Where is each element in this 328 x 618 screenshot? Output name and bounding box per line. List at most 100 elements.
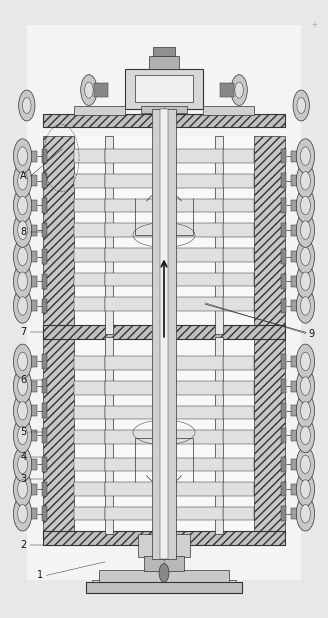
Circle shape: [13, 472, 32, 506]
Bar: [223, 273, 254, 286]
Bar: [74, 137, 254, 334]
Circle shape: [300, 221, 310, 239]
Circle shape: [300, 426, 310, 445]
Circle shape: [18, 455, 28, 473]
Circle shape: [18, 172, 28, 190]
Bar: [74, 406, 105, 420]
Bar: [42, 428, 48, 443]
Circle shape: [296, 418, 315, 452]
Circle shape: [13, 264, 32, 298]
Bar: [31, 224, 37, 235]
Bar: [94, 83, 109, 97]
Circle shape: [13, 418, 32, 452]
Circle shape: [300, 455, 310, 473]
Bar: [141, 106, 187, 113]
Text: 4: 4: [20, 452, 27, 462]
Bar: [74, 431, 105, 444]
Bar: [105, 273, 223, 286]
Bar: [42, 274, 48, 289]
Bar: [223, 357, 254, 370]
Bar: [42, 457, 48, 472]
Circle shape: [13, 344, 32, 379]
Bar: [43, 325, 285, 339]
Bar: [42, 481, 48, 496]
Circle shape: [13, 213, 32, 247]
Bar: [92, 580, 236, 593]
Bar: [280, 354, 286, 369]
Text: 8: 8: [20, 227, 27, 237]
Bar: [280, 149, 286, 164]
Bar: [144, 556, 184, 571]
Bar: [74, 248, 105, 261]
Bar: [74, 223, 105, 237]
Bar: [291, 300, 297, 311]
Bar: [31, 151, 37, 162]
Bar: [280, 173, 286, 188]
Circle shape: [296, 289, 315, 323]
Circle shape: [300, 352, 310, 371]
Circle shape: [296, 188, 315, 222]
Bar: [219, 83, 234, 97]
Circle shape: [18, 147, 28, 166]
Bar: [105, 457, 223, 471]
Bar: [291, 381, 297, 392]
Circle shape: [296, 394, 315, 428]
Circle shape: [18, 297, 28, 315]
Bar: [74, 507, 105, 520]
Bar: [74, 273, 105, 286]
Bar: [105, 431, 223, 444]
Bar: [223, 174, 254, 187]
Bar: [254, 337, 285, 534]
Bar: [105, 482, 223, 496]
Bar: [223, 406, 254, 420]
Bar: [291, 276, 297, 287]
Circle shape: [300, 297, 310, 315]
Bar: [149, 56, 179, 69]
Bar: [105, 406, 223, 420]
Circle shape: [296, 369, 315, 404]
Circle shape: [300, 196, 310, 214]
Bar: [291, 224, 297, 235]
Bar: [42, 198, 48, 213]
Circle shape: [300, 172, 310, 190]
Circle shape: [300, 402, 310, 420]
Bar: [223, 482, 254, 496]
Circle shape: [297, 98, 305, 114]
Bar: [223, 381, 254, 395]
Text: A: A: [20, 171, 27, 182]
Bar: [31, 251, 37, 262]
Circle shape: [18, 221, 28, 239]
Circle shape: [18, 480, 28, 498]
Circle shape: [23, 98, 31, 114]
Bar: [280, 249, 286, 264]
Text: 5: 5: [20, 427, 27, 438]
Circle shape: [300, 272, 310, 290]
Bar: [215, 137, 223, 334]
Bar: [291, 151, 297, 162]
Circle shape: [300, 504, 310, 523]
Text: 1: 1: [37, 570, 43, 580]
Bar: [215, 337, 223, 534]
Bar: [160, 109, 168, 559]
Circle shape: [300, 247, 310, 266]
Bar: [105, 150, 223, 163]
Bar: [152, 109, 176, 559]
Circle shape: [296, 344, 315, 379]
Bar: [31, 300, 37, 311]
Bar: [74, 381, 105, 395]
Bar: [280, 379, 286, 394]
Bar: [223, 150, 254, 163]
Bar: [31, 483, 37, 494]
Bar: [280, 404, 286, 418]
Bar: [280, 457, 286, 472]
Circle shape: [19, 90, 35, 121]
Bar: [74, 337, 254, 534]
Bar: [291, 508, 297, 519]
Circle shape: [296, 447, 315, 481]
Circle shape: [13, 164, 32, 198]
Bar: [291, 200, 297, 211]
Circle shape: [18, 272, 28, 290]
Bar: [43, 337, 74, 534]
Bar: [291, 251, 297, 262]
Circle shape: [300, 480, 310, 498]
